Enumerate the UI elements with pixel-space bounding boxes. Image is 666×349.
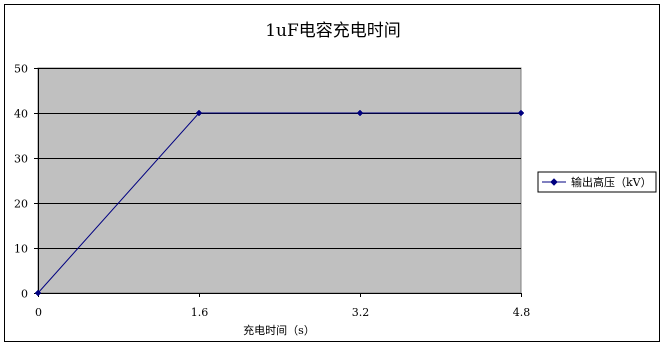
x-axis-label: 充电时间（s） bbox=[243, 323, 315, 337]
axes bbox=[38, 68, 521, 294]
plot-background bbox=[37, 67, 522, 294]
x-tick-label-1: 1.6 bbox=[191, 306, 209, 319]
y-tick-label-1: 10 bbox=[14, 243, 28, 256]
y-axis-ticks: 0 10 20 30 40 50 bbox=[14, 63, 38, 301]
legend: 输出高压（kV） bbox=[537, 171, 657, 193]
plot-area: 0 10 20 30 40 50 0 1.6 3.2 4.8 bbox=[14, 63, 530, 320]
y-tick-label-3: 30 bbox=[14, 153, 28, 166]
x-tick-label-2: 3.2 bbox=[352, 306, 370, 319]
series-markers bbox=[34, 109, 525, 297]
chart-title: 1uF电容充电时间 bbox=[265, 21, 401, 41]
data-point-0-2 bbox=[356, 109, 364, 117]
y-tick-label-0: 0 bbox=[21, 288, 28, 301]
data-point-0-1 bbox=[195, 109, 203, 117]
y-tick-label-2: 20 bbox=[14, 198, 28, 211]
series-line-0 bbox=[37, 112, 521, 294]
data-point-0-3 bbox=[517, 109, 525, 117]
y-tick-label-4: 40 bbox=[14, 108, 28, 121]
x-tick-label-0: 0 bbox=[35, 306, 42, 319]
legend-series-marker bbox=[550, 178, 558, 186]
x-axis-ticks: 0 1.6 3.2 4.8 bbox=[35, 293, 530, 319]
x-tick-label-3: 4.8 bbox=[513, 306, 531, 319]
legend-box bbox=[537, 171, 657, 193]
data-point-0-0 bbox=[34, 289, 42, 297]
legend-series-label: 输出高压（kV） bbox=[571, 175, 652, 189]
series-lines bbox=[37, 112, 521, 294]
y-tick-label-5: 50 bbox=[14, 63, 28, 76]
